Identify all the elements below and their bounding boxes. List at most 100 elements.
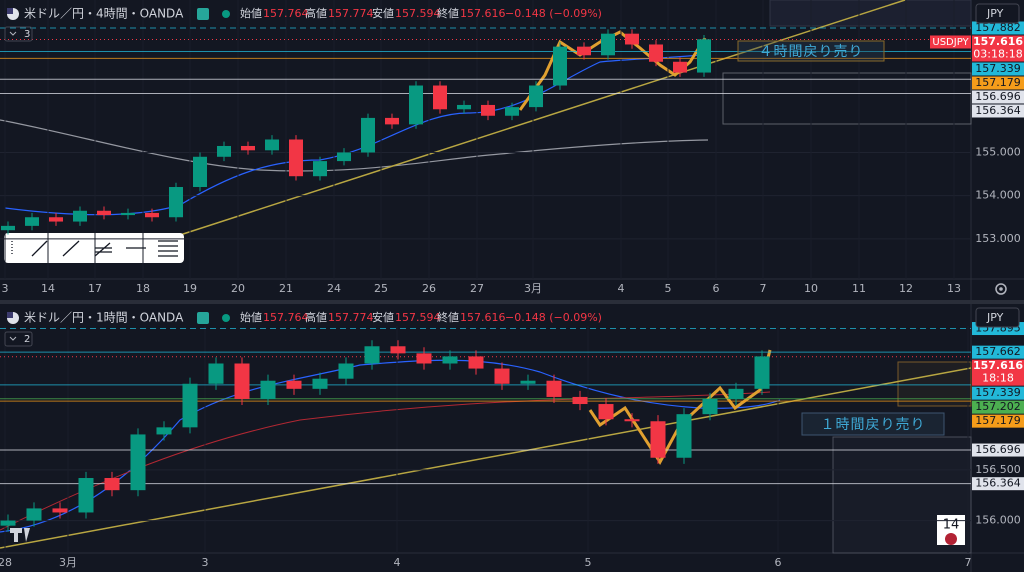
x-tick-label: 11 bbox=[852, 282, 866, 295]
symbol-tag bbox=[930, 35, 971, 49]
candle-body bbox=[361, 117, 375, 153]
x-tick-label: 24 bbox=[327, 282, 341, 295]
tool-icon[interactable] bbox=[31, 240, 48, 257]
candle-body bbox=[193, 156, 207, 188]
ohlc-name: 終値 bbox=[437, 310, 459, 324]
candle-body bbox=[26, 508, 42, 521]
currency-button[interactable] bbox=[975, 307, 1020, 328]
ohlc-value: 157.774 bbox=[328, 311, 374, 324]
candle-body bbox=[650, 421, 666, 458]
candle-body bbox=[728, 388, 744, 399]
event-icon[interactable]: 14 bbox=[937, 515, 965, 545]
price-tag-label: 157.202 bbox=[975, 400, 1021, 413]
x-tick-label: 3 bbox=[202, 556, 209, 569]
x-tick-label: 5 bbox=[585, 556, 592, 569]
settings-icon[interactable] bbox=[995, 283, 1007, 295]
price-tag bbox=[972, 400, 1024, 414]
indicator-toggle[interactable] bbox=[4, 26, 33, 42]
annotation-box bbox=[737, 40, 885, 62]
x-tick-label: 6 bbox=[775, 556, 782, 569]
y-tick-label: 153.000 bbox=[975, 232, 1021, 245]
candle-body bbox=[529, 85, 543, 108]
symbol-title[interactable]: 米ドル／円・1時間・OANDA bbox=[24, 311, 184, 325]
candle-body bbox=[313, 161, 327, 177]
x-tick-label: 13 bbox=[947, 282, 961, 295]
x-tick-label: 14 bbox=[41, 282, 55, 295]
candle-body bbox=[182, 383, 198, 428]
y-tick-label: 156.500 bbox=[975, 463, 1021, 476]
indicator-count: 3 bbox=[24, 29, 30, 40]
tradingview-logo[interactable] bbox=[10, 528, 30, 542]
candle-body bbox=[442, 356, 458, 364]
price-tag-label: 157.339 bbox=[975, 62, 1021, 75]
symbol-title[interactable]: 米ドル／円・4時間・OANDA bbox=[24, 7, 184, 21]
flash-icon[interactable] bbox=[197, 312, 209, 324]
ohlc-value: 157.616 bbox=[460, 311, 506, 324]
candle-body bbox=[601, 33, 615, 56]
chart-panel: 156.000156.500157.895157.662157.61618:18… bbox=[0, 307, 1024, 569]
candle-body bbox=[702, 398, 718, 415]
indicator-toggle[interactable] bbox=[4, 331, 33, 347]
candle-body bbox=[433, 85, 447, 110]
x-tick-label: 28 bbox=[0, 556, 12, 569]
y-tick-label: 155.000 bbox=[975, 145, 1021, 158]
price-tag-label: 156.696 bbox=[975, 443, 1021, 456]
x-tick-label: 4 bbox=[394, 556, 401, 569]
price-tag-label: 157.339 bbox=[975, 386, 1021, 399]
price-tag-label: 156.364 bbox=[975, 477, 1021, 490]
x-tick-label: 3 bbox=[2, 282, 9, 295]
price-tag-label: 156.364 bbox=[975, 104, 1021, 117]
price-tag bbox=[972, 90, 1024, 104]
x-tick-label: 4 bbox=[618, 282, 625, 295]
candle-body bbox=[598, 404, 614, 420]
indicator-count: 2 bbox=[24, 334, 30, 345]
ohlc-value: 157.594 bbox=[395, 311, 441, 324]
ohlc-value: 157.774 bbox=[328, 7, 374, 20]
drawing-toolbar bbox=[4, 233, 184, 263]
chevron bbox=[9, 31, 17, 36]
y-tick-label: 154.000 bbox=[975, 189, 1021, 202]
candle-body bbox=[1, 225, 15, 231]
candle-body bbox=[625, 33, 639, 45]
flash-icon[interactable] bbox=[197, 8, 209, 20]
price-tag bbox=[972, 414, 1024, 428]
market-status bbox=[222, 10, 230, 18]
candle-body bbox=[169, 187, 183, 218]
candle-body bbox=[97, 210, 111, 216]
ohlc-name: 安値 bbox=[372, 310, 394, 324]
tool-icon[interactable] bbox=[62, 240, 80, 257]
change: −0.148 (−0.09%) bbox=[505, 311, 602, 324]
x-tick-label: 21 bbox=[279, 282, 293, 295]
x-tick-label: 26 bbox=[422, 282, 436, 295]
zone bbox=[722, 72, 972, 125]
currency-button[interactable] bbox=[975, 3, 1020, 24]
x-tick-label: 27 bbox=[470, 282, 484, 295]
ohlc-name: 高値 bbox=[305, 6, 327, 20]
candle-body bbox=[673, 61, 687, 73]
currency: JPY bbox=[986, 7, 1004, 20]
ohlc-name: 終値 bbox=[437, 6, 459, 20]
candle-body bbox=[121, 212, 135, 216]
price-tag-label: 157.662 bbox=[975, 345, 1021, 358]
price-tag-label: 157.179 bbox=[975, 76, 1021, 89]
candle-body bbox=[49, 217, 63, 222]
x-tick-label: 10 bbox=[804, 282, 818, 295]
candle-body bbox=[697, 39, 711, 73]
price-tag bbox=[972, 386, 1024, 400]
annotation: ４時間戻り売り bbox=[759, 44, 864, 60]
candle-body bbox=[73, 210, 87, 222]
countdown: 18:18 bbox=[982, 372, 1014, 385]
candle-body bbox=[494, 368, 510, 384]
candle-body bbox=[289, 139, 303, 177]
tool-icon[interactable] bbox=[158, 240, 178, 257]
plot-area bbox=[0, 0, 971, 279]
market-status bbox=[222, 314, 230, 322]
x-tick-label: 12 bbox=[899, 282, 913, 295]
candle-body bbox=[265, 139, 279, 151]
flag-icon-part bbox=[7, 312, 13, 318]
annotation-box bbox=[801, 412, 945, 436]
tool-icon[interactable] bbox=[94, 242, 112, 257]
candle-body bbox=[260, 380, 276, 399]
